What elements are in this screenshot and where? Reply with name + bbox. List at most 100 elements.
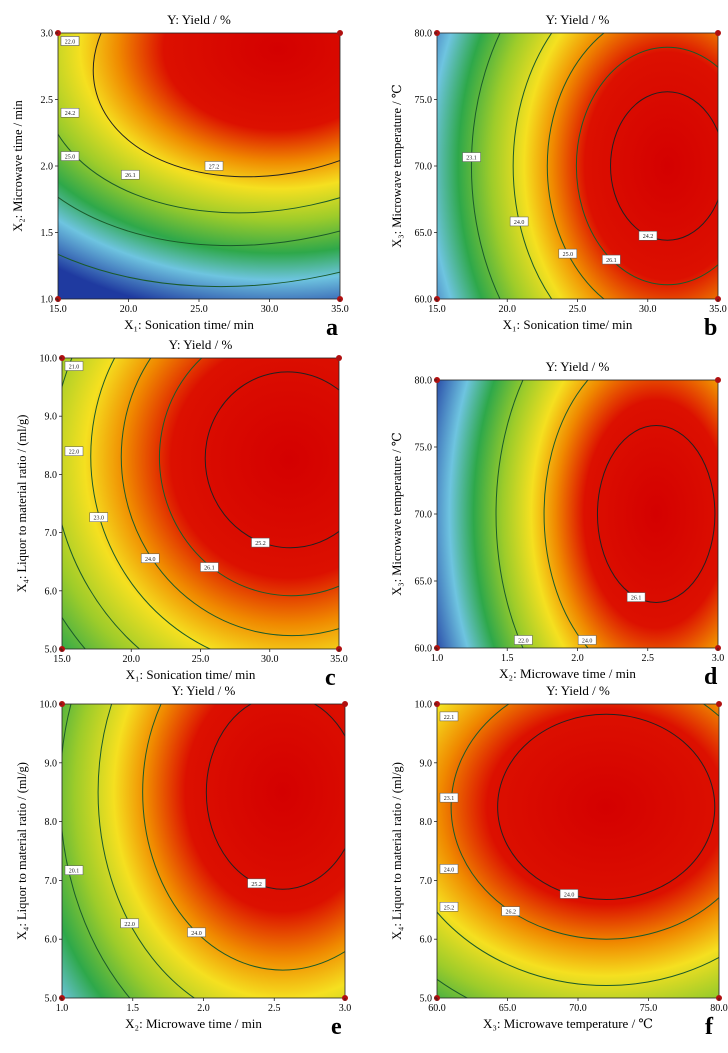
contour-label: 20.1 [64,865,84,875]
panel-d: 26.1 24.0 22.0 1.0 1.5 2.0 2.5 3.0 60.0 65.0 70.0 7… [390,359,725,690]
x-tick-label: 60.0 [428,1003,446,1014]
y-tick-label: 8.0 [45,817,58,828]
design-point [716,701,722,707]
contour-label: 22.1 [439,711,459,722]
y-axis-label: X₄: Liquor to material ratio / (ml/g) [15,415,29,593]
contour-label: 24.0 [140,553,160,564]
contour-label: 26.1 [200,562,219,572]
panel-letter: e [331,1014,342,1040]
x-tick-label: 15.0 [428,304,446,315]
svg-text:25.2: 25.2 [251,882,262,888]
contour-lines [62,358,339,649]
x-tick-label: 75.0 [640,1003,658,1014]
svg-text:23.1: 23.1 [466,156,477,162]
x-axis-label: X₂: Microwave time / min [499,666,636,681]
panel-letter: c [325,665,336,691]
contour-lines [62,704,345,998]
svg-text:22.0: 22.0 [69,450,80,456]
svg-text:24.0: 24.0 [564,892,575,898]
contour-lines [495,380,716,648]
svg-text:22.0: 22.0 [65,40,76,46]
panel-e: 25.2 24.0 22.0 20.1 1.0 1.5 2.0 2.5 3.0 5.0 6.0 7.0… [15,683,351,1040]
heat-surface [437,33,718,299]
heat-surface [437,704,719,998]
x-tick-label: 35.0 [331,304,349,315]
x-tick-label: 30.0 [261,654,279,665]
x-axis-label: X₁: Sonication time/ min [124,317,254,332]
y-axis-label: X₄: Liquor to material ratio / (ml/g) [390,762,404,940]
contour-label: 26.2 [501,906,520,916]
x-tick-label: 35.0 [330,654,348,665]
panel-title: Y: Yield / % [167,12,231,27]
design-point [337,30,343,36]
svg-text:26.1: 26.1 [606,258,617,264]
svg-text:20.1: 20.1 [69,869,80,875]
y-tick-label: 80.0 [415,29,433,40]
svg-text:25.2: 25.2 [255,541,266,547]
x-tick-label: 25.0 [569,304,587,315]
panel-title: Y: Yield / % [546,683,610,698]
svg-text:24.0: 24.0 [582,639,593,645]
svg-text:24.2: 24.2 [65,111,76,117]
x-tick-label: 1.0 [56,1003,69,1014]
contour-label: 24.0 [439,864,459,874]
panel-letter: f [705,1014,714,1040]
contour-label: 24.0 [577,635,597,645]
svg-text:22.0: 22.0 [124,922,135,928]
y-tick-label: 65.0 [415,577,433,588]
contour-line [92,33,340,178]
y-axis-label: X₃: Microwave temperature / ℃ [390,432,404,595]
contour-label: 22.0 [60,36,80,46]
y-tick-label: 10.0 [40,354,58,365]
x-tick-label: 25.0 [190,304,208,315]
contour-lines [437,704,719,998]
panel-title: Y: Yield / % [172,683,236,698]
x-tick-label: 30.0 [261,304,279,315]
x-tick-label: 1.5 [127,1003,140,1014]
x-tick-label: 1.5 [501,653,514,664]
contour-line [142,704,345,971]
y-tick-label: 7.0 [45,528,58,539]
contour-label: 24.0 [509,216,529,227]
contour-line [610,91,718,241]
svg-text:24.2: 24.2 [643,234,654,240]
contour-line [470,33,501,299]
panel-c: 25.2 26.1 24.0 23.0 22.0 21.0 15.0 20.0 25.0 30.0… [15,337,348,691]
contour-line [58,33,340,214]
svg-text:24.0: 24.0 [444,867,455,873]
contour-line [437,911,719,986]
contour-label: 22.0 [64,446,84,456]
x-tick-label: 30.0 [639,304,657,315]
contour-line [596,425,716,603]
contour-label: 22.0 [514,635,533,645]
y-tick-label: 1.5 [41,228,54,239]
contour-label: 26.1 [602,254,621,265]
y-axis-label: X₄: Liquor to material ratio / (ml/g) [15,762,29,940]
y-tick-label: 10.0 [415,700,433,711]
design-point [715,377,721,383]
y-tick-label: 10.0 [40,700,58,711]
heat-surface [62,704,345,998]
contour-label: 25.0 [60,151,80,161]
heat-surface [437,380,718,648]
y-tick-label: 9.0 [45,412,58,423]
contour-label: 25.2 [439,902,459,912]
svg-text:21.0: 21.0 [69,365,80,371]
y-tick-label: 70.0 [415,510,433,521]
contour-label: 24.2 [638,230,658,241]
x-axis-label: X₃: Microwave temperature / ℃ [483,1016,653,1031]
contour-line [90,358,339,649]
contour-label: 24.0 [559,889,579,899]
contour-line [204,371,339,549]
contour-label: 21.0 [64,361,84,371]
x-tick-label: 2.0 [571,653,584,664]
x-tick-label: 3.0 [712,653,725,664]
contour-label: 27.2 [204,161,224,171]
y-tick-label: 60.0 [415,644,433,655]
y-tick-label: 2.0 [41,162,54,173]
y-tick-label: 6.0 [45,586,58,597]
svg-text:26.1: 26.1 [125,173,136,179]
y-tick-label: 2.5 [41,95,54,106]
x-tick-label: 25.0 [192,654,210,665]
